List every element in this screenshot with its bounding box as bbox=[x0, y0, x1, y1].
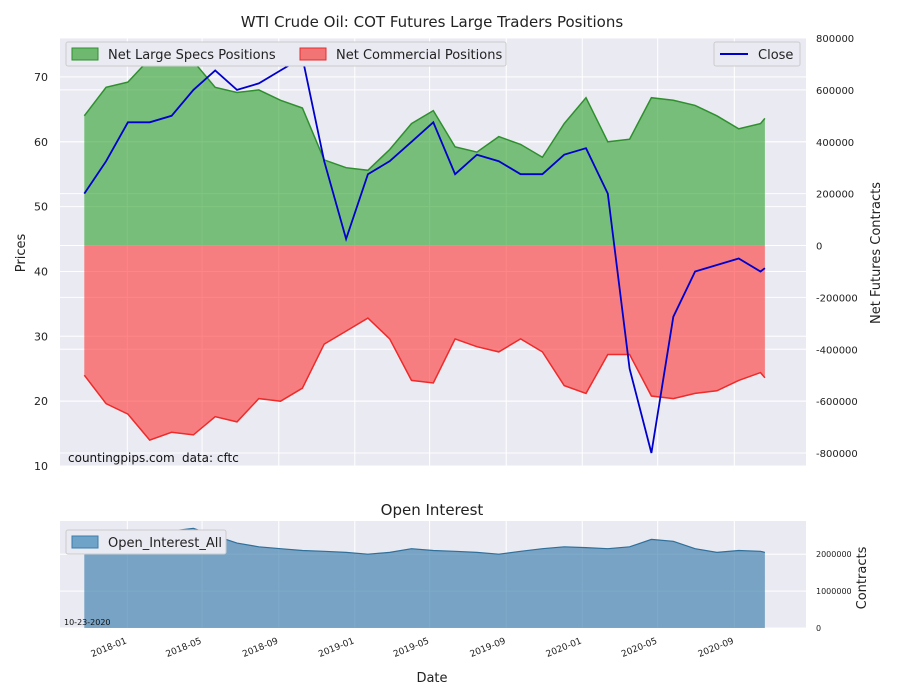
right-tick-label: -800000 bbox=[816, 449, 858, 460]
date-tick-label: 2019-09 bbox=[469, 636, 508, 659]
chart-title: WTI Crude Oil: COT Futures Large Traders… bbox=[241, 13, 624, 31]
left-tick-label: 40 bbox=[34, 265, 48, 278]
open-interest-area bbox=[84, 528, 765, 628]
specs-line bbox=[83, 47, 766, 172]
right-tick-label: 400000 bbox=[816, 138, 854, 149]
right-tick-label: -600000 bbox=[816, 397, 858, 408]
legend-label-specs: Net Large Specs Positions bbox=[108, 48, 276, 63]
date-tick-label: 2018-01 bbox=[90, 637, 129, 660]
legend-swatch-commercial bbox=[299, 47, 327, 61]
data-source: data: cftc bbox=[182, 451, 239, 465]
left-tick-label: 50 bbox=[34, 201, 48, 214]
commercial-line bbox=[83, 317, 766, 441]
date-tick-label: 2020-05 bbox=[620, 637, 659, 660]
right-tick-labels: 800000 600000 400000 200000 0 -200000 -400000 -… bbox=[816, 34, 858, 460]
legend-label-oi: Open_Interest_All bbox=[108, 536, 222, 551]
date-tick-label: 2020-01 bbox=[545, 637, 584, 660]
oi-tick-label: 0 bbox=[816, 624, 821, 633]
right-tick-label: 800000 bbox=[816, 34, 854, 45]
position-areas bbox=[83, 47, 766, 441]
legend-right: Close bbox=[713, 41, 801, 67]
left-axis-label: Prices bbox=[14, 234, 29, 273]
report-date: 10-23-2020 bbox=[64, 618, 111, 627]
close-line bbox=[83, 56, 766, 454]
legend-left: Net Large Specs Positions Net Commercial… bbox=[65, 41, 507, 67]
right-tick-label: -200000 bbox=[816, 293, 858, 304]
open-interest-title: Open Interest bbox=[381, 501, 484, 519]
legend-swatch-specs bbox=[71, 47, 99, 61]
close-price-line bbox=[83, 56, 766, 454]
specs-area bbox=[84, 48, 765, 246]
right-tick-label: 200000 bbox=[816, 190, 854, 201]
legend-label-commercial: Net Commercial Positions bbox=[336, 48, 502, 63]
x-axis-label: Date bbox=[416, 671, 447, 686]
left-tick-label: 20 bbox=[34, 395, 48, 408]
oi-tick-labels: 0 1000000 2000000 bbox=[816, 550, 852, 633]
left-tick-label: 70 bbox=[34, 71, 48, 84]
legend-oi: Open_Interest_All bbox=[65, 529, 227, 555]
legend-swatch-oi bbox=[71, 535, 99, 549]
date-tick-labels: 2018-01 2018-05 2018-09 2019-01 2019-05 2019-… bbox=[90, 636, 736, 659]
date-tick-label: 2018-05 bbox=[165, 637, 204, 660]
date-tick-label: 2019-01 bbox=[317, 637, 356, 660]
right-axis-label: Net Futures Contracts bbox=[869, 182, 884, 324]
left-tick-label: 10 bbox=[34, 460, 48, 473]
date-tick-label: 2019-05 bbox=[392, 637, 431, 660]
watermark: countingpips.com bbox=[68, 451, 175, 465]
left-tick-labels: 10 20 30 40 50 60 70 bbox=[34, 71, 48, 473]
left-tick-label: 60 bbox=[34, 136, 48, 149]
right-tick-label: 0 bbox=[816, 242, 822, 253]
legend-label-close: Close bbox=[758, 48, 793, 63]
oi-axis-label: Contracts bbox=[855, 546, 870, 609]
commercial-area bbox=[84, 245, 765, 441]
oi-tick-label: 1000000 bbox=[816, 587, 852, 596]
right-tick-label: -400000 bbox=[816, 345, 858, 356]
date-tick-label: 2018-09 bbox=[241, 636, 280, 659]
right-tick-label: 600000 bbox=[816, 86, 854, 97]
date-tick-label: 2020-09 bbox=[697, 636, 736, 659]
oi-tick-label: 2000000 bbox=[816, 550, 852, 559]
left-tick-label: 30 bbox=[34, 330, 48, 343]
